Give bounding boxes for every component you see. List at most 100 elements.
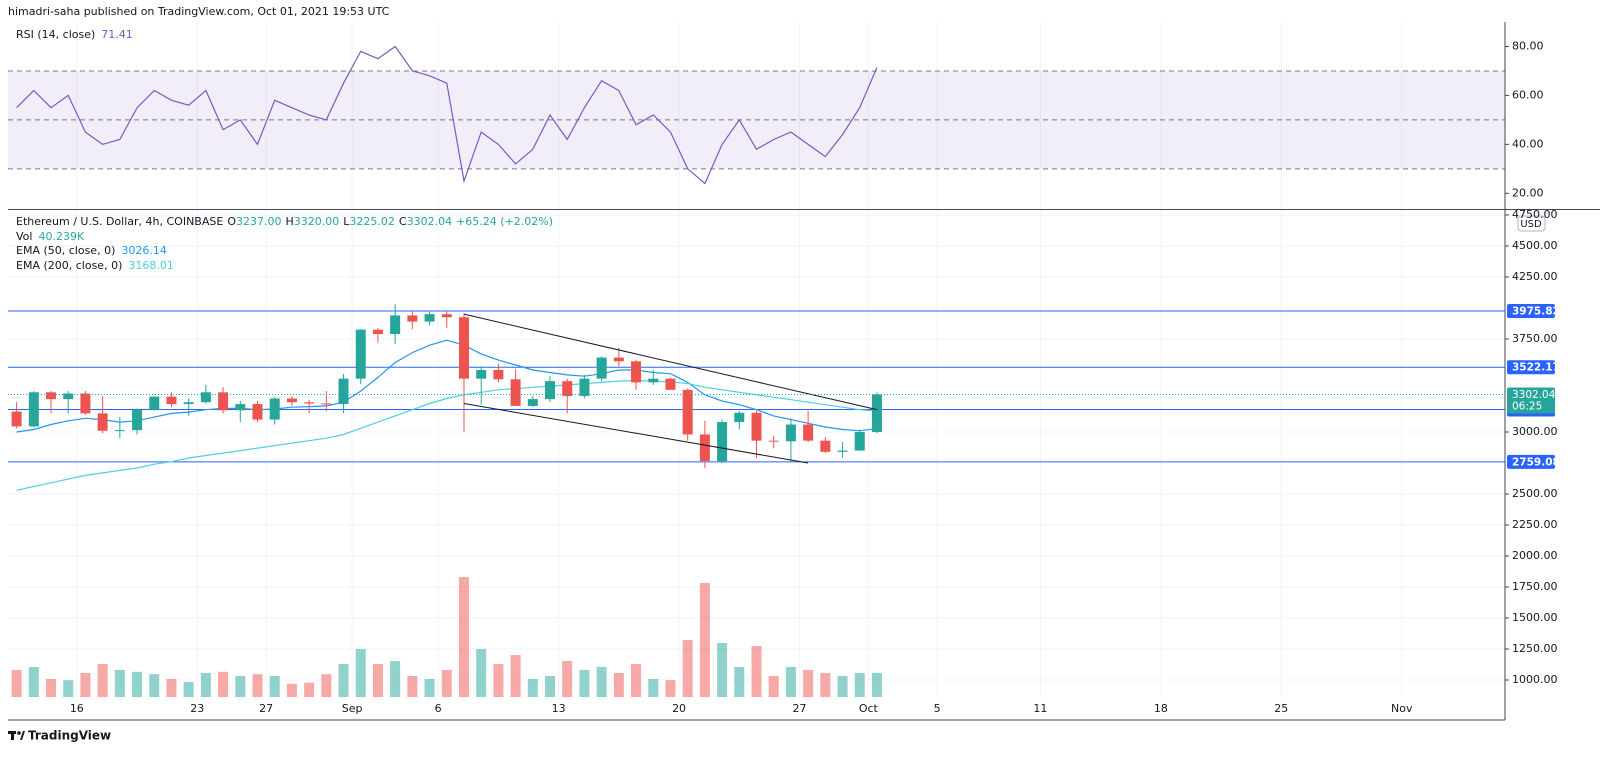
candle-body: [304, 402, 315, 404]
candle-body: [218, 392, 229, 411]
volume-bar: [97, 664, 108, 697]
volume-bar: [11, 670, 22, 697]
candle-body: [717, 422, 728, 462]
candle-body: [355, 329, 366, 379]
volume-bar: [613, 673, 624, 697]
x-tick-label: 25: [1274, 702, 1288, 715]
candle-body: [235, 404, 246, 411]
candle-body: [837, 450, 848, 452]
volume-bar: [803, 670, 814, 697]
level-label: 3522.17: [1512, 362, 1560, 374]
x-tick-label: 16: [70, 702, 84, 715]
legend-item: 3320.00: [294, 215, 340, 228]
currency-label: USD: [1520, 219, 1542, 230]
volume-bar: [407, 676, 418, 697]
candle-body: [613, 357, 624, 362]
volume-bar: [424, 679, 435, 697]
candle-body: [751, 412, 762, 441]
y-tick-label: 2000.00: [1512, 549, 1558, 562]
volume-bar: [768, 676, 779, 697]
candle-body: [545, 381, 556, 400]
legend-item: EMA (50, close, 0): [16, 244, 115, 257]
candle-body: [149, 396, 160, 410]
volume-bar: [321, 674, 332, 697]
rsi-line: [16, 45, 878, 185]
volume-bar: [458, 577, 469, 697]
legend: EMA (200, close, 0) 3168.01: [16, 259, 174, 272]
ema-line: [16, 379, 877, 491]
x-tick-label: Sep: [342, 702, 363, 715]
volume-bar: [355, 649, 366, 697]
publisher-header: himadri-saha published on TradingView.co…: [8, 5, 390, 18]
candle-body: [493, 369, 504, 380]
candle-body: [510, 379, 521, 406]
candle-body: [269, 398, 280, 420]
candle-body: [527, 399, 538, 406]
trendline: [463, 313, 878, 411]
candle-body: [321, 403, 332, 405]
candle-body: [338, 378, 349, 405]
candle-body: [871, 394, 882, 432]
volume-bar: [648, 679, 659, 697]
legend-item: +65.24 (+2.02%): [456, 215, 553, 228]
candle-body: [11, 411, 22, 427]
legend-item: O: [227, 215, 236, 228]
y-tick-label: 4500.00: [1512, 239, 1558, 252]
volume-bar: [631, 664, 642, 697]
volume-bar: [80, 673, 91, 697]
volume-bar: [682, 640, 693, 697]
countdown-label: 06:25: [1512, 401, 1542, 413]
candle-body: [390, 315, 401, 335]
y-tick-label: 4750.00: [1512, 208, 1558, 221]
candle-body: [80, 393, 91, 414]
volume-bar: [338, 664, 349, 697]
x-tick-label: Oct: [859, 702, 879, 715]
volume-bar: [665, 680, 676, 697]
volume-bar: [441, 670, 452, 697]
volume-bar: [717, 643, 728, 697]
y-tick-label: 2250.00: [1512, 518, 1558, 531]
ema-line: [16, 339, 877, 433]
candle-body: [854, 431, 865, 451]
candle-body: [648, 378, 659, 383]
volume-bar: [183, 682, 194, 697]
volume-bar: [734, 667, 745, 697]
legend-item: L: [343, 215, 350, 228]
volume-bar: [218, 671, 229, 697]
legend: Vol 40.239K: [16, 230, 85, 243]
legend-item: 3225.02: [349, 215, 395, 228]
volume-bar: [114, 670, 125, 697]
candle-body: [631, 361, 642, 383]
x-tick-label: 13: [552, 702, 566, 715]
volume-bar: [252, 674, 263, 697]
candle-body: [596, 357, 607, 379]
volume-bar: [46, 679, 57, 697]
candle-body: [114, 430, 125, 432]
plot: [8, 45, 1505, 697]
candle-body: [424, 314, 435, 322]
y-tick-label: 1750.00: [1512, 580, 1558, 593]
x-tick-label: 5: [934, 702, 941, 715]
candle-body: [562, 381, 573, 397]
volume-bar: [785, 667, 796, 697]
volume-bar: [871, 672, 882, 697]
legend-item: 71.41: [101, 28, 133, 41]
candle-body: [579, 378, 590, 397]
candle-body: [28, 392, 39, 427]
volume-bar: [304, 682, 315, 697]
legend-item: 3168.01: [128, 259, 174, 272]
y-tick-label: 1500.00: [1512, 611, 1558, 624]
x-tick-label: 18: [1154, 702, 1168, 715]
y-tick-label: 4250.00: [1512, 270, 1558, 283]
currency-badge: [1517, 215, 1546, 232]
grid: [8, 22, 1505, 697]
y-tick-label: 3750.00: [1512, 332, 1558, 345]
candle-body: [734, 412, 745, 423]
y-tick-label: 2500.00: [1512, 487, 1558, 500]
volume-bar: [527, 679, 538, 697]
level-label-bg: [1507, 360, 1555, 375]
x-tick-label: 23: [190, 702, 204, 715]
y-tick-label: 40.00: [1512, 137, 1544, 150]
candle-body: [458, 317, 469, 379]
